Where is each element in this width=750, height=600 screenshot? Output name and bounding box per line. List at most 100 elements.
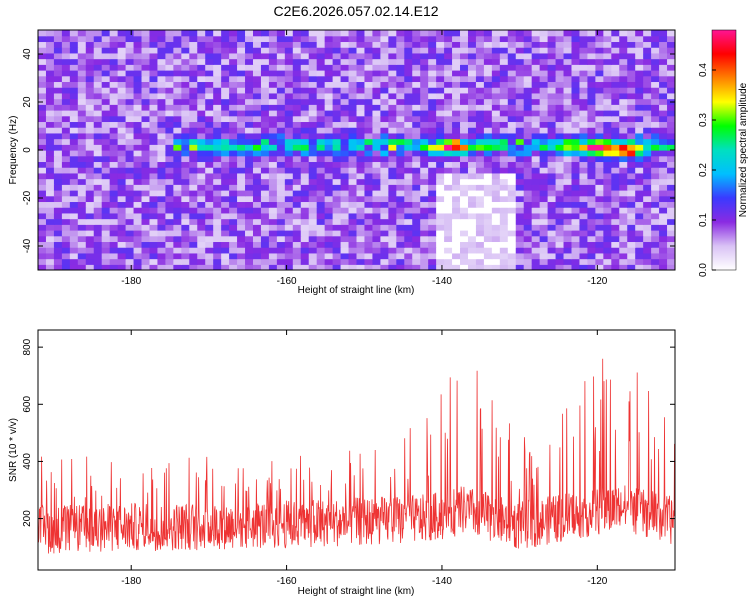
- heatmap-cell: [308, 167, 318, 174]
- heatmap-cell: [380, 190, 389, 197]
- heatmap-cell: [452, 258, 461, 265]
- heatmap-cell: [93, 127, 103, 134]
- heatmap-cell: [38, 167, 47, 174]
- heatmap-cell: [380, 241, 389, 248]
- heatmap-cell: [364, 75, 374, 83]
- heatmap-cell: [141, 224, 151, 231]
- heatmap-cell: [467, 115, 477, 123]
- heatmap-cell: [643, 41, 652, 48]
- heatmap-cell: [53, 35, 63, 43]
- heatmap-cell: [587, 52, 596, 60]
- heatmap-cell: [157, 115, 166, 123]
- heatmap-cell: [292, 110, 302, 117]
- heatmap-cell: [499, 161, 509, 168]
- heatmap-cell: [276, 218, 286, 225]
- heatmap-cell: [229, 41, 238, 48]
- heatmap-cell: [284, 98, 294, 105]
- heatmap-cell: [85, 30, 95, 37]
- heatmap-cell: [475, 47, 485, 54]
- heatmap-cell: [316, 190, 326, 197]
- x-tick-label: -160: [277, 576, 297, 587]
- heatmap-cell: [428, 144, 437, 151]
- heatmap-cell: [38, 41, 47, 48]
- heatmap-cell: [619, 258, 628, 265]
- heatmap-cell: [603, 224, 612, 231]
- heatmap-cell: [651, 150, 660, 157]
- heatmap-cell: [475, 224, 485, 231]
- heatmap-cell: [555, 70, 565, 77]
- heatmap-cell: [61, 172, 71, 180]
- heatmap-cell: [45, 98, 55, 105]
- heatmap-cell: [380, 87, 389, 94]
- heatmap-cell: [483, 132, 493, 140]
- heatmap-cell: [539, 127, 549, 134]
- heatmap-cell: [237, 121, 246, 128]
- heatmap-cell: [627, 218, 636, 225]
- heatmap-cell: [133, 30, 143, 37]
- heatmap-cell: [531, 81, 541, 88]
- heatmap-cell: [396, 218, 405, 225]
- heatmap-cell: [507, 167, 517, 174]
- heatmap-cell: [356, 195, 366, 203]
- heatmap-cell: [444, 241, 453, 248]
- heatmap-cell: [340, 184, 350, 191]
- heatmap-cell: [619, 167, 628, 174]
- heatmap-cell: [356, 201, 366, 208]
- heatmap-cell: [436, 58, 445, 65]
- heatmap-cell: [467, 70, 477, 77]
- heatmap-cell: [125, 252, 135, 260]
- heatmap-cell: [380, 201, 389, 208]
- heatmap-cell: [181, 155, 190, 163]
- heatmap-cell: [252, 195, 262, 203]
- heatmap-cell: [356, 252, 366, 260]
- heatmap-cell: [420, 207, 429, 214]
- heatmap-cell: [197, 167, 206, 174]
- heatmap-cell: [221, 207, 230, 214]
- heatmap-cell: [523, 241, 533, 248]
- x-tick-label: -160: [277, 276, 297, 287]
- heatmap-cell: [45, 138, 55, 145]
- heatmap-cell: [340, 264, 350, 270]
- snr-xlabel: Height of straight line (km): [298, 586, 415, 597]
- heatmap-cell: [45, 110, 55, 117]
- heatmap-cell: [109, 207, 119, 214]
- heatmap-cell: [213, 218, 222, 225]
- heatmap-cell: [444, 184, 453, 191]
- heatmap-cell: [189, 224, 198, 231]
- heatmap-cell: [276, 121, 286, 128]
- heatmap-cell: [284, 230, 294, 237]
- heatmap-cell: [125, 235, 135, 243]
- heatmap-cell: [237, 81, 246, 88]
- heatmap-cell: [452, 110, 461, 117]
- heatmap-cell: [436, 98, 445, 105]
- heatmap-cell: [165, 172, 174, 180]
- heatmap-cell: [483, 150, 493, 157]
- heatmap-cell: [507, 41, 517, 48]
- heatmap-cell: [221, 155, 230, 163]
- heatmap-cell: [101, 115, 111, 123]
- heatmap-cell: [619, 184, 628, 191]
- heatmap-cell: [348, 98, 358, 105]
- heatmap-cell: [531, 184, 541, 191]
- heatmap-cell: [436, 35, 445, 43]
- heatmap-cell: [372, 264, 381, 270]
- heatmap-cell: [380, 195, 389, 203]
- heatmap-cell: [85, 75, 95, 83]
- heatmap-cell: [237, 218, 246, 225]
- heatmap-cell: [475, 218, 485, 225]
- heatmap-cell: [571, 155, 581, 163]
- heatmap-cell: [356, 64, 366, 71]
- heatmap-cell: [316, 87, 326, 94]
- heatmap-cell: [372, 70, 381, 77]
- heatmap-cell: [412, 115, 421, 123]
- heatmap-cell: [531, 224, 541, 231]
- heatmap-cell: [45, 30, 55, 37]
- heatmap-cell: [61, 87, 71, 94]
- heatmap-cell: [109, 64, 119, 71]
- heatmap-cell: [205, 258, 214, 265]
- heatmap-cell: [109, 167, 119, 174]
- heatmap-cell: [388, 144, 397, 151]
- heatmap-cell: [603, 52, 612, 60]
- heatmap-cell: [332, 121, 342, 128]
